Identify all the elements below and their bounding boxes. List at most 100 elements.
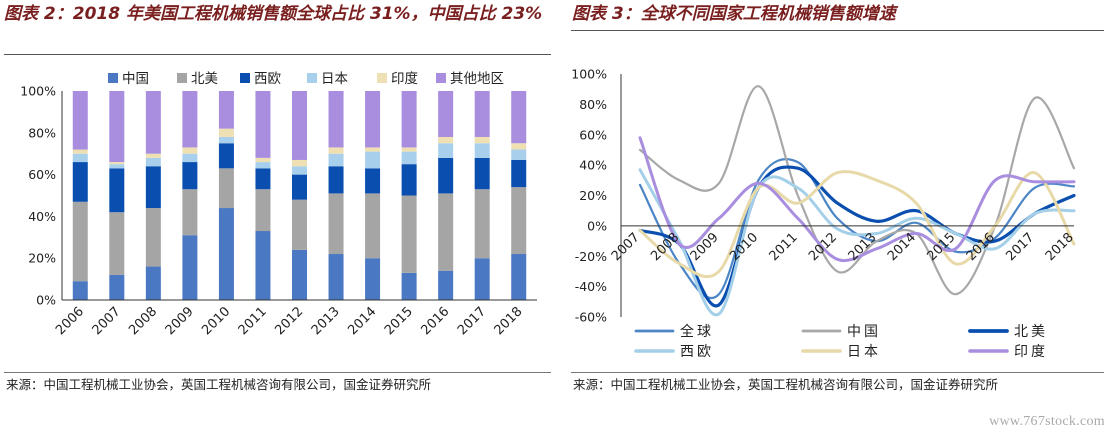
bar-segment-2009-4 [182, 153, 198, 163]
legend-swatch-1 [108, 73, 118, 83]
y-tick-label: 80% [579, 97, 607, 112]
x-tick-label: 2008 [126, 304, 160, 338]
y-tick-label: 20% [579, 188, 607, 203]
series-line-3 [638, 165, 1076, 308]
bar-segment-2013-2 [328, 193, 344, 255]
bar-segment-2010-6 [218, 91, 234, 129]
series-line-5 [638, 170, 1076, 279]
x-tick-label: 2012 [272, 304, 306, 338]
x-tick-label: 2014 [345, 304, 379, 338]
y-tick-label: 40% [28, 209, 56, 224]
bar-segment-2014-2 [365, 193, 381, 259]
y-tick-label: 60% [28, 167, 56, 182]
legend-label: 其他地区 [450, 71, 504, 87]
bar-segment-2011-4 [255, 162, 271, 169]
bar-segment-2011-3 [255, 168, 271, 190]
legend-swatch-4 [307, 73, 317, 83]
bar-segment-2009-6 [182, 91, 198, 148]
bar-segment-2008-5 [145, 153, 161, 158]
bar-segment-2006-1 [72, 281, 88, 300]
bar-segment-2008-4 [145, 157, 161, 167]
x-tick-label: 2017 [455, 304, 489, 338]
legend-label: 全球 [680, 323, 714, 340]
legend-label: 西欧 [254, 71, 281, 87]
bar-segment-2011-6 [255, 91, 271, 158]
bar-segment-2016-1 [438, 270, 454, 300]
bar-segment-2010-4 [218, 136, 234, 144]
bar-segment-2018-5 [511, 143, 527, 150]
left-figure-title: 图表 2：2018 年美国工程机械销售额全球占比 31%，中国占比 23% [4, 4, 543, 24]
legend-label: 北美 [191, 71, 218, 87]
y-tick-label: -40% [575, 279, 607, 294]
y-tick-label: -60% [575, 310, 607, 325]
y-tick-label: 100% [20, 84, 56, 99]
bar-segment-2013-1 [328, 254, 344, 300]
right-figure-title: 图表 3：全球不同国家工程机械销售额增速 [572, 4, 896, 24]
bar-segment-2011-5 [255, 157, 271, 163]
x-tick-label: 2015 [924, 230, 958, 264]
bar-segment-2015-4 [401, 151, 417, 165]
legend-swatch-5 [377, 73, 387, 83]
legend-label: 西欧 [680, 344, 714, 360]
y-tick-label: 20% [28, 251, 56, 266]
bar-segment-2011-1 [255, 231, 271, 300]
bar-segment-2007-2 [109, 212, 125, 275]
bar-segment-2013-5 [328, 147, 344, 154]
bar-segment-2015-5 [401, 147, 417, 152]
bar-segment-2010-1 [218, 208, 234, 300]
bar-segment-2013-3 [328, 166, 344, 194]
bar-segment-2015-3 [401, 164, 417, 196]
left-source-note: 来源：中国工程机械工业协会，英国工程机械咨询有限公司，国金证券研究所 [6, 377, 432, 392]
bar-segment-2018-3 [511, 159, 527, 188]
bar-segment-2009-3 [182, 162, 198, 190]
bar-segment-2009-2 [182, 189, 198, 236]
bar-segment-2012-6 [292, 91, 307, 160]
bar-segment-2008-3 [145, 166, 161, 209]
bar-segment-2014-3 [365, 168, 381, 194]
bar-segment-2008-2 [145, 208, 161, 267]
y-tick-label: 40% [579, 158, 607, 173]
bar-segment-2017-6 [474, 91, 490, 137]
y-tick-label: 60% [579, 127, 607, 142]
bar-segment-2007-3 [109, 168, 125, 213]
bar-segment-2017-2 [474, 189, 490, 259]
legend-swatch-6 [436, 73, 446, 83]
bar-segment-2016-5 [438, 136, 454, 144]
bar-segment-2014-6 [365, 91, 381, 148]
watermark: www.767stock.com [989, 414, 1105, 429]
bar-segment-2009-1 [182, 235, 198, 300]
bar-segment-2010-5 [218, 128, 234, 137]
bar-segment-2017-3 [474, 157, 490, 190]
legend-label: 中国 [122, 71, 149, 87]
series-line-6 [638, 136, 1076, 262]
y-tick-label: 100% [571, 67, 607, 82]
x-tick-label: 2016 [418, 304, 452, 338]
bar-segment-2010-3 [218, 143, 234, 169]
bar-segment-2007-5 [109, 162, 125, 165]
y-tick-label: 0% [587, 218, 607, 233]
bar-segment-2007-6 [109, 91, 125, 163]
legend-swatch-2 [177, 73, 187, 83]
bar-segment-2010-2 [218, 168, 234, 209]
bar-segment-2006-4 [72, 153, 88, 163]
bar-segment-2012-4 [292, 166, 307, 175]
stacked-bar-chart: 中国 北美 西欧 日本 印度 其他地区 0% 20% 40% 60% 80% 100% 2006 2007… [20, 71, 537, 338]
bar-segment-2012-1 [292, 249, 307, 300]
bar-segment-2013-4 [328, 153, 344, 167]
bar-segment-2017-1 [474, 258, 490, 300]
x-tick-label: 2006 [53, 304, 87, 338]
legend-label: 北美 [1014, 324, 1048, 340]
bar-segment-2012-3 [292, 174, 307, 200]
bar-segment-2018-1 [511, 254, 527, 300]
x-tick-label: 2010 [199, 304, 233, 338]
bar-segment-2016-4 [438, 143, 454, 158]
bar-segment-2016-6 [438, 91, 454, 137]
right-bottom-rule [571, 372, 1104, 373]
x-tick-label: 2011 [767, 230, 801, 264]
legend-label: 日本 [847, 344, 881, 360]
bar-segment-2008-6 [145, 91, 161, 154]
x-tick-label: 2009 [163, 304, 197, 338]
bar-segment-2018-4 [511, 149, 527, 160]
y-tick-label: -20% [575, 249, 607, 264]
